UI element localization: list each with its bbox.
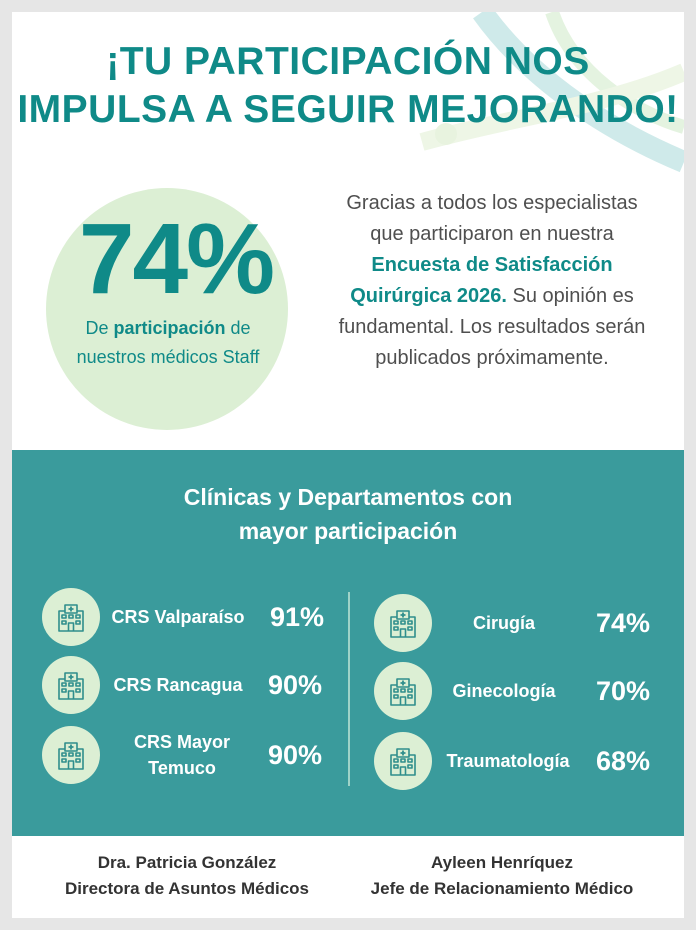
ranking-title: Clínicas y Departamentos con mayor parti… <box>12 480 684 548</box>
signature-name: Ayleen Henríquez <box>430 853 574 872</box>
hospital-icon <box>42 656 100 714</box>
clinic-name: CRS Valparaíso <box>111 607 245 627</box>
ranking-title-line-1: Clínicas y Departamentos con <box>183 484 513 510</box>
list-item: CRS Mayor Temuco 90% <box>42 726 332 784</box>
ranking-title-line-2: mayor participación <box>238 518 458 544</box>
clinic-percent: 90% <box>267 669 322 700</box>
hospital-icon <box>42 588 100 646</box>
list-item: CRS Rancagua 90% <box>42 656 332 714</box>
signature-role: Jefe de Relacionamiento Médico <box>370 879 634 898</box>
department-percent: 70% <box>595 675 650 706</box>
list-item: Cirugía 74% <box>374 594 664 652</box>
thanks-post: Su opinión es fundamental. Los resultado… <box>338 285 646 369</box>
survey-name: Encuesta de Satisfacción Quirúrgica 2026… <box>350 254 613 307</box>
department-percent: 74% <box>595 607 650 638</box>
clinic-name: CRS Rancagua <box>113 675 243 695</box>
clinic-name: CRS Mayor Temuco <box>133 732 231 778</box>
thanks-message: Gracias a todos los especialistas que pa… <box>327 188 657 374</box>
caption-bold: participación <box>113 318 226 338</box>
list-item: Ginecología 70% <box>374 662 664 720</box>
department-name: Traumatología <box>446 751 570 771</box>
department-name: Cirugía <box>472 613 535 633</box>
signature-right: Ayleen Henríquez Jefe de Relacionamiento… <box>352 850 652 902</box>
participation-percent: 74% <box>78 203 275 315</box>
caption-pre: De <box>85 318 114 338</box>
caption-post: de nuestros médicos Staff <box>76 318 260 367</box>
title-line-1: ¡TU PARTICIPACIÓN NOS <box>106 40 590 83</box>
clinic-percent: 90% <box>267 739 322 770</box>
department-percent: 68% <box>595 745 650 776</box>
hospital-icon <box>374 732 432 790</box>
hospital-icon <box>42 726 100 784</box>
list-item: CRS Valparaíso 91% <box>42 588 332 646</box>
signature-role: Directora de Asuntos Médicos <box>64 879 310 898</box>
page-title: ¡TU PARTICIPACIÓN NOS IMPULSA A SEGUIR M… <box>12 38 684 134</box>
hospital-icon <box>374 662 432 720</box>
participation-circle <box>46 188 288 430</box>
thanks-pre: Gracias a todos los especialistas que pa… <box>346 192 638 245</box>
poster: ¡TU PARTICIPACIÓN NOS IMPULSA A SEGUIR M… <box>12 12 684 918</box>
department-name: Ginecología <box>452 681 556 701</box>
title-line-2: IMPULSA A SEGUIR MEJORANDO! <box>17 88 679 131</box>
signature-name: Dra. Patricia González <box>97 853 277 872</box>
column-divider <box>348 592 350 786</box>
hospital-icon <box>374 594 432 652</box>
clinic-percent: 91% <box>269 601 324 632</box>
list-item: Traumatología 68% <box>374 732 664 790</box>
ranking-panel: Clínicas y Departamentos con mayor parti… <box>12 450 684 836</box>
participation-caption: De participación de nuestros médicos Sta… <box>68 314 268 372</box>
signature-left: Dra. Patricia González Directora de Asun… <box>42 850 332 902</box>
